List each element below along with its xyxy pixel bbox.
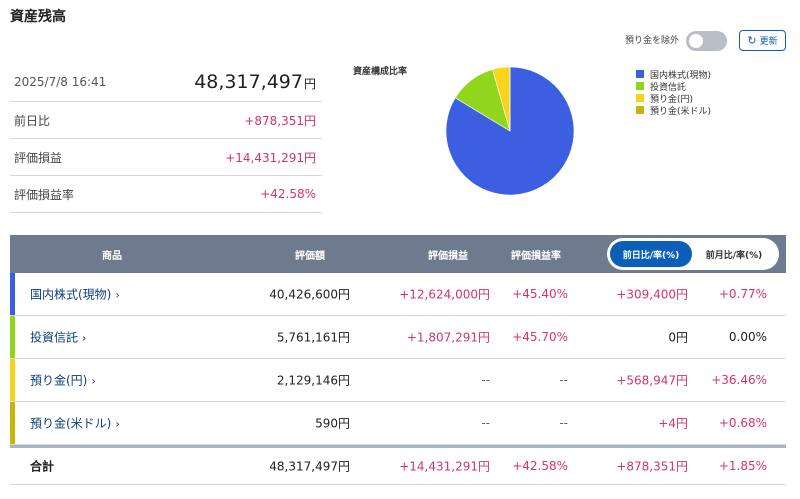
row-day-rate: 0.00% [728, 330, 767, 344]
toggle-knob [689, 34, 703, 48]
legend-swatch [636, 82, 644, 90]
total-day-diff: +878,351円 [616, 459, 688, 474]
row-pl-rate: +45.70% [512, 330, 568, 344]
chevron-right-icon: › [115, 288, 120, 302]
summary-total-unit: 円 [303, 76, 316, 91]
row-name-link[interactable]: 投資信託 › [30, 329, 86, 346]
tab-day-diff[interactable]: 前日比/率(%) [610, 241, 692, 267]
chevron-right-icon: › [91, 374, 96, 388]
legend-label: 国内株式(現物) [650, 70, 712, 81]
row-day-rate: +0.77% [718, 287, 767, 301]
legend-item: 国内株式(現物) [636, 68, 712, 81]
total-pl: +14,431,291円 [399, 459, 490, 474]
allocation-pie-chart [445, 66, 575, 196]
table-total-row: 合計 48,317,497円 +14,431,291円 +42.58% +878… [10, 445, 786, 485]
table-row: 国内株式(現物) › 40,426,600円 +12,624,000円 +45.4… [10, 273, 786, 316]
summary-total: 48,317,497円 [194, 71, 322, 93]
row-name-link[interactable]: 預り金(米ドル) › [30, 415, 120, 432]
summary-label: 前日比 [14, 113, 51, 128]
summary-label: 評価損益 [14, 150, 63, 165]
header-pl: 評価損益 [428, 250, 468, 262]
chart-legend: 国内株式(現物) 投資信託 預り金(円) 預り金(米ドル) [636, 68, 712, 117]
holdings-table: 商品 評価額 評価損益 評価損益率 前日比/率(%) 前月比/率(%) 国内株式… [10, 235, 786, 485]
table-row: 預り金(米ドル) › 590円 -- -- +4円 +0.68% [10, 402, 786, 445]
chevron-right-icon: › [82, 331, 87, 345]
row-color-bar [10, 273, 15, 315]
row-pl: +12,624,000円 [399, 287, 490, 302]
legend-label: 投資信託 [650, 82, 687, 93]
refresh-icon: ↻ [747, 34, 757, 47]
row-amount: 590円 [315, 416, 350, 431]
legend-item: 投資信託 [636, 80, 711, 93]
summary-panel: 2025/7/8 16:41 48,317,497円 前日比 +878,351円… [10, 62, 322, 213]
summary-row-day-diff: 前日比 +878,351円 [10, 102, 322, 139]
page-title: 資産残高 [10, 9, 66, 25]
legend-label: 預り金(米ドル) [650, 106, 712, 117]
legend-swatch [636, 70, 644, 78]
row-day-diff: +309,400円 [616, 287, 688, 302]
row-pl: -- [481, 416, 490, 430]
summary-value: +42.58% [260, 187, 316, 201]
exclude-deposit-label: 預り金を除外 [625, 36, 680, 46]
row-day-rate: +0.68% [718, 416, 767, 430]
tab-month-diff[interactable]: 前月比/率(%) [693, 241, 775, 267]
table-row: 投資信託 › 5,761,161円 +1,807,291円 +45.70% 0円 … [10, 316, 786, 359]
refresh-button[interactable]: ↻ 更新 [739, 30, 786, 51]
summary-value: +878,351円 [244, 113, 316, 128]
total-amount: 48,317,497円 [269, 459, 350, 474]
table-row: 預り金(円) › 2,129,146円 -- -- +568,947円 +36.4… [10, 359, 786, 402]
legend-swatch [636, 106, 644, 114]
row-pl-rate: -- [559, 416, 568, 430]
legend-label: 預り金(円) [650, 94, 694, 105]
row-name-link[interactable]: 預り金(円) › [30, 372, 96, 389]
row-amount: 40,426,600円 [269, 287, 350, 302]
row-amount: 2,129,146円 [276, 373, 350, 388]
row-color-bar [10, 402, 15, 444]
chart-title: 資産構成比率 [353, 67, 408, 77]
row-color-bar [10, 359, 15, 401]
row-color-bar [10, 316, 15, 358]
row-day-diff: +4円 [658, 416, 688, 431]
header-pl-rate: 評価損益率 [511, 250, 561, 262]
row-name: 国内株式(現物) [30, 287, 112, 302]
row-amount: 5,761,161円 [276, 330, 350, 345]
period-segment-control: 前日比/率(%) 前月比/率(%) [607, 238, 779, 270]
summary-label: 評価損益率 [14, 187, 75, 202]
row-pl: +1,807,291円 [406, 330, 490, 345]
summary-row-pl: 評価損益 +14,431,291円 [10, 139, 322, 176]
exclude-deposit-toggle[interactable] [686, 31, 727, 51]
chevron-right-icon: › [115, 417, 120, 431]
header-amount: 評価額 [295, 250, 325, 262]
row-pl-rate: +45.40% [512, 287, 568, 301]
summary-value: +14,431,291円 [225, 150, 316, 165]
row-name-link[interactable]: 国内株式(現物) › [30, 286, 120, 303]
row-day-diff: 0円 [668, 330, 688, 345]
legend-swatch [636, 94, 644, 102]
legend-item: 預り金(米ドル) [636, 104, 712, 117]
legend-item: 預り金(円) [636, 92, 711, 105]
summary-row-pl-rate: 評価損益率 +42.58% [10, 176, 322, 213]
row-day-diff: +568,947円 [616, 373, 688, 388]
summary-datetime: 2025/7/8 16:41 [14, 74, 107, 89]
refresh-label: 更新 [759, 37, 778, 47]
table-header: 商品 評価額 評価損益 評価損益率 前日比/率(%) 前月比/率(%) [10, 235, 786, 273]
row-name: 預り金(米ドル) [30, 416, 112, 431]
total-label: 合計 [30, 459, 55, 474]
row-name: 預り金(円) [30, 373, 88, 388]
summary-total-value: 48,317,497 [194, 70, 303, 93]
total-pl-rate: +42.58% [512, 459, 568, 473]
row-name: 投資信託 [30, 330, 79, 345]
row-day-rate: +36.46% [711, 373, 767, 387]
row-pl: -- [481, 373, 490, 387]
summary-total-row: 2025/7/8 16:41 48,317,497円 [10, 62, 322, 102]
total-day-rate: +1.85% [718, 459, 767, 473]
row-pl-rate: -- [559, 373, 568, 387]
header-product: 商品 [102, 250, 122, 262]
